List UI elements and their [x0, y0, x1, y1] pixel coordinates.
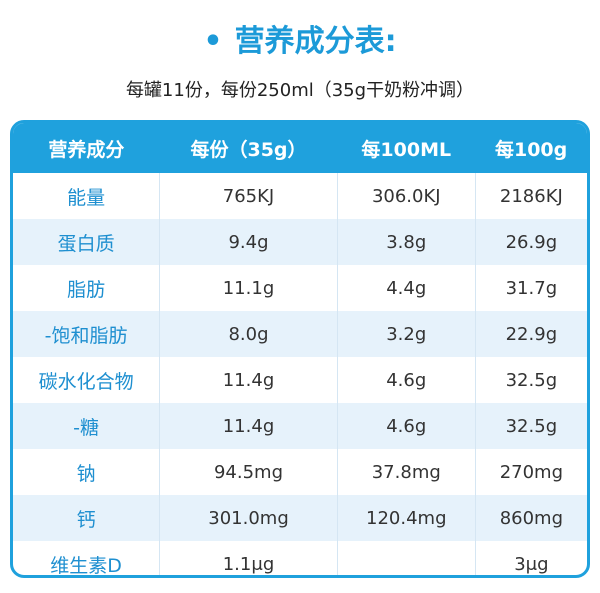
table-row: -糖 11.4g 4.6g 32.5g: [13, 403, 587, 449]
table-row: 碳水化合物 11.4g 4.6g 32.5g: [13, 357, 587, 403]
column-header: 每份（35g）: [159, 123, 338, 173]
cell: 120.4mg: [336, 495, 476, 541]
cell: 11.1g: [159, 265, 338, 311]
row-label: -糖: [13, 403, 160, 449]
row-label: 钠: [76, 462, 96, 485]
cell: 3.2g: [336, 311, 476, 357]
cell: 26.9g: [474, 219, 587, 265]
row-label: 维生素D: [50, 554, 122, 577]
table-row: 蛋白质 9.4g 3.8g 26.9g: [13, 219, 587, 265]
cell: 4.6g: [336, 403, 476, 449]
table-row: 维生素D 1.1μg 3μg: [13, 541, 587, 577]
row-label: 碳水化合物: [38, 370, 134, 393]
row-label: 能量: [67, 186, 106, 209]
table-body: 能量 765KJ 306.0KJ 2186KJ 蛋白质 9.4g 3.8g 26.9g 脂肪 11…: [13, 173, 587, 577]
cell: 32.5g: [474, 403, 587, 449]
cell: 8.0g: [159, 311, 338, 357]
title: 营养成分表:: [234, 24, 397, 59]
cell: 4.6g: [336, 357, 476, 403]
cell: 4.4g: [336, 265, 476, 311]
row-label: 蛋白质: [13, 219, 160, 265]
cell: 3μg: [474, 541, 587, 575]
cell: 860mg: [474, 495, 587, 541]
empty-cell: [336, 541, 476, 575]
cell: 37.8mg: [336, 449, 476, 495]
table-row: -饱和脂肪 8.0g 3.2g 22.9g: [13, 311, 587, 357]
bullet: •: [203, 24, 223, 59]
row-label: -饱和脂肪: [13, 311, 160, 357]
cell: 94.5mg: [159, 449, 338, 495]
column-header: 每100ML: [337, 123, 476, 173]
row-label: 脂肪: [67, 278, 106, 301]
table-row: 钙 301.0mg 120.4mg 860mg: [13, 495, 587, 541]
nutrition-table: 营养成分 每份（35g） 每100ML 每100g 能量 765KJ 306.0KJ 218…: [13, 123, 587, 577]
title-row: • 营养成分表:: [0, 16, 600, 60]
subtitle: 每罐11份，每份250ml（35g干奶粉冲调）: [125, 80, 475, 101]
cell: 306.0KJ: [336, 173, 476, 219]
cell: 301.0mg: [159, 495, 338, 541]
cell: 9.4g: [159, 219, 338, 265]
cell: 22.9g: [474, 311, 587, 357]
header-row: 营养成分 每份（35g） 每100ML 每100g: [13, 123, 587, 173]
column-header: 营养成分: [13, 123, 160, 173]
table-row: 能量 765KJ 306.0KJ 2186KJ: [13, 173, 587, 219]
cell: 11.4g: [159, 357, 338, 403]
table-frame: 营养成分 每份（35g） 每100ML 每100g 能量 765KJ 306.0KJ 218…: [10, 120, 590, 578]
cell: 11.4g: [159, 403, 338, 449]
cell: 31.7g: [474, 265, 587, 311]
cell: 765KJ: [159, 173, 338, 219]
cell: 2186KJ: [474, 173, 587, 219]
table-row: 钠 94.5mg 37.8mg 270mg: [13, 449, 587, 495]
cell: 1.1μg: [159, 541, 338, 575]
row-label: 钙: [13, 495, 160, 541]
cell: 3.8g: [336, 219, 476, 265]
table-row: 脂肪 11.1g 4.4g 31.7g: [13, 265, 587, 311]
cell: 270mg: [474, 449, 587, 495]
cell: 32.5g: [474, 357, 587, 403]
column-header: 每100g: [475, 123, 587, 173]
